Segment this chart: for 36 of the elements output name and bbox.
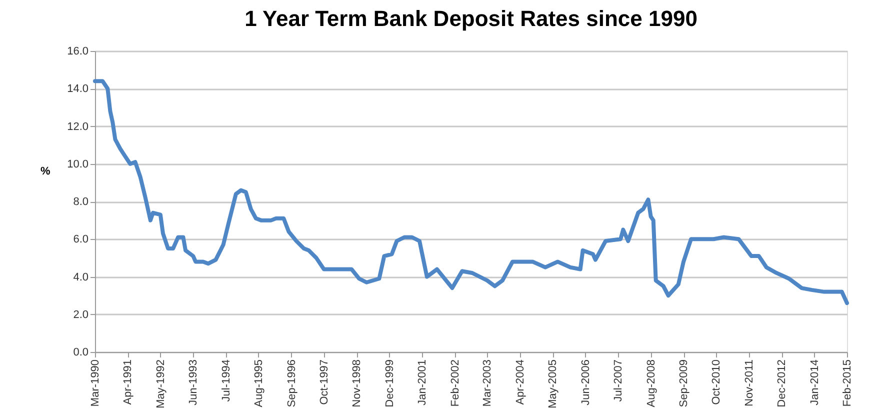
x-tick-label: May-1992: [154, 360, 167, 408]
y-tick-label: 2.0: [73, 308, 88, 321]
x-tick-label: Aug-1995: [252, 360, 265, 408]
x-tick-label: Feb-2015: [842, 360, 854, 407]
x-tick-label: Mar-1990: [90, 360, 102, 407]
x-tick-label: Apr-1991: [122, 360, 134, 405]
x-tick-label: Mar-2003: [482, 360, 494, 407]
x-tick-label: Apr-2004: [514, 360, 527, 405]
x-tick-label: Dec-2012: [776, 360, 788, 408]
x-tick-label: Jan-2001: [416, 360, 429, 406]
x-tick-label: Nov-1998: [351, 360, 364, 408]
x-tick-label: Feb-2002: [449, 360, 462, 407]
line-series: [93, 79, 849, 306]
y-tick-label: 0.0: [73, 346, 88, 358]
y-tick-label: 12.0: [67, 120, 88, 133]
y-tick-label: 14.0: [67, 83, 88, 96]
y-tick-label: 6.0: [73, 234, 88, 246]
y-axis-title: %: [40, 166, 50, 178]
x-tick-label: Sep-2009: [678, 360, 690, 408]
x-tick-label: May-2005: [547, 360, 560, 408]
y-tick-label: 4.0: [73, 271, 88, 284]
y-tick-label: 8.0: [73, 196, 88, 208]
x-tick-label: Oct-2010: [710, 360, 723, 405]
x-tick-label: Jun-2006: [580, 360, 592, 406]
x-tick-label: Jun-1993: [188, 360, 200, 406]
x-tick-label: Nov-2011: [743, 360, 756, 406]
x-tick-label: Sep-1996: [286, 360, 298, 408]
x-tick-label: Jan-2014: [808, 360, 821, 406]
x-tick-label: Oct-1997: [318, 360, 330, 405]
y-tick-label: 16.0: [67, 46, 88, 58]
x-tick-label: Jul-2007: [612, 360, 625, 402]
x-tick-label: Jul-1994: [220, 360, 232, 402]
chart-title: 1 Year Term Bank Deposit Rates since 1990: [244, 6, 698, 31]
x-tick-label: Dec-1999: [384, 360, 396, 408]
y-tick-label: 10.0: [67, 158, 88, 170]
x-tick-label: Aug-2008: [645, 360, 658, 408]
